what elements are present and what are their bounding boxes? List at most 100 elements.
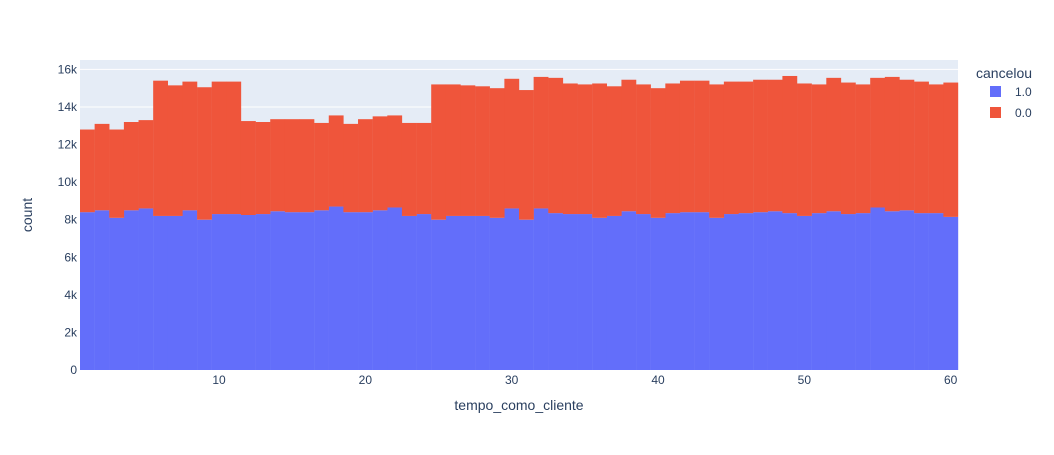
- bar-series-0.0-x-55: [870, 77, 886, 208]
- bar-series-0.0-x-16: [299, 119, 315, 213]
- bar-series-0.0-x-32: [533, 76, 549, 209]
- bar-series-0.0-x-39: [636, 84, 651, 215]
- bar-series-1.0-x-19: [343, 212, 359, 370]
- x-axis-ticks: 10 20 30 40 50 60: [212, 373, 957, 387]
- bar-series-0.0-x-60: [943, 82, 959, 217]
- bar-series-1.0-x-39: [636, 214, 651, 370]
- bar-series-1.0-x-24: [416, 214, 432, 370]
- bar-series-1.0-x-56: [884, 211, 900, 370]
- bar-series-1.0-x-46: [738, 213, 754, 370]
- bar-series-1.0-x-21: [372, 210, 388, 370]
- bar-series-1.0-x-37: [606, 215, 622, 370]
- x-tick-label: 30: [505, 373, 519, 387]
- bar-series-0.0-x-44: [709, 84, 725, 218]
- bar-series-0.0-x-23: [401, 122, 417, 216]
- legend-label-1.0[interactable]: 1.0: [1015, 85, 1032, 99]
- bar-series-0.0-x-36: [592, 83, 607, 218]
- bar-series-0.0-x-30: [504, 78, 520, 209]
- bar-series-1.0-x-7: [167, 215, 183, 370]
- bar-series-1.0-x-47: [753, 212, 768, 370]
- bar-series-0.0-x-37: [606, 86, 622, 216]
- bar-series-1.0-x-15: [284, 212, 300, 370]
- bar-series-1.0-x-2: [94, 210, 110, 370]
- bar-series-0.0-x-4: [123, 122, 139, 211]
- y-tick-label: 8k: [64, 213, 78, 227]
- bar-series-0.0-x-22: [387, 115, 403, 208]
- bar-series-0.0-x-58: [914, 81, 929, 214]
- legend-label-0.0[interactable]: 0.0: [1015, 106, 1032, 120]
- bar-series-1.0-x-29: [489, 217, 505, 370]
- bar-series-0.0-x-6: [153, 80, 168, 216]
- bar-series-0.0-x-9: [197, 87, 212, 220]
- bar-series-1.0-x-52: [826, 211, 842, 370]
- bar-series-1.0-x-32: [533, 208, 549, 370]
- bar-series-0.0-x-14: [270, 119, 286, 212]
- bar-series-0.0-x-8: [182, 81, 198, 211]
- bar-series-1.0-x-57: [899, 210, 915, 370]
- bar-series-0.0-x-51: [811, 84, 827, 214]
- bar-series-1.0-x-35: [577, 214, 593, 370]
- legend-swatch-0.0[interactable]: [990, 107, 1001, 118]
- bar-series-0.0-x-7: [167, 85, 183, 216]
- bar-series-0.0-x-21: [372, 116, 388, 211]
- bar-series-1.0-x-4: [123, 210, 139, 370]
- bar-series-0.0-x-27: [460, 85, 476, 216]
- bar-series-0.0-x-31: [519, 90, 534, 220]
- bar-series-1.0-x-12: [240, 215, 256, 370]
- bar-series-0.0-x-48: [767, 79, 783, 212]
- bar-series-1.0-x-6: [153, 215, 168, 370]
- bar-series-1.0-x-5: [138, 208, 154, 370]
- bar-series-0.0-x-33: [548, 77, 564, 214]
- bar-series-0.0-x-41: [665, 83, 681, 214]
- bar-series-0.0-x-50: [797, 83, 812, 216]
- x-tick-label: 60: [944, 373, 958, 387]
- bar-series-0.0-x-3: [109, 129, 125, 218]
- bar-series-1.0-x-48: [767, 211, 783, 370]
- bar-series-0.0-x-40: [650, 88, 666, 218]
- bar-series-1.0-x-20: [358, 212, 373, 370]
- bar-series-0.0-x-2: [94, 123, 110, 211]
- x-tick-label: 50: [798, 373, 812, 387]
- legend: cancelou 1.0 0.0: [976, 65, 1032, 120]
- bar-series-1.0-x-9: [197, 219, 212, 370]
- bar-series-1.0-x-18: [328, 206, 344, 370]
- bar-series-1.0-x-26: [445, 215, 461, 370]
- bar-series-0.0-x-38: [621, 79, 637, 212]
- bar-series-1.0-x-16: [299, 212, 315, 370]
- bar-series-1.0-x-17: [314, 210, 329, 370]
- bar-series-1.0-x-41: [665, 213, 681, 370]
- bar-series-1.0-x-59: [928, 213, 944, 370]
- bar-series-1.0-x-55: [870, 207, 886, 370]
- bar-series-0.0-x-11: [226, 81, 242, 215]
- y-tick-label: 0: [70, 363, 77, 377]
- bar-series-1.0-x-13: [255, 214, 271, 370]
- bar-series-1.0-x-14: [270, 211, 286, 370]
- bar-series-0.0-x-25: [431, 84, 447, 220]
- bar-series-1.0-x-40: [650, 217, 666, 370]
- bar-series-0.0-x-57: [899, 79, 915, 211]
- bar-series-0.0-x-35: [577, 84, 593, 215]
- bar-series-0.0-x-26: [445, 84, 461, 216]
- y-tick-label: 16k: [58, 62, 78, 76]
- bar-series-1.0-x-50: [797, 215, 812, 370]
- bar-series-0.0-x-52: [826, 77, 842, 212]
- bar-series-1.0-x-34: [562, 214, 578, 370]
- bar-series-1.0-x-30: [504, 208, 520, 370]
- bar-series-1.0-x-38: [621, 211, 637, 370]
- bar-series-0.0-x-12: [240, 121, 256, 215]
- bar-series-1.0-x-58: [914, 213, 929, 370]
- x-tick-label: 40: [651, 373, 665, 387]
- legend-swatch-1.0[interactable]: [990, 86, 1001, 97]
- bar-series-1.0-x-10: [211, 214, 227, 370]
- y-tick-label: 4k: [64, 288, 78, 302]
- bar-series-1.0-x-43: [694, 212, 710, 370]
- bar-series-0.0-x-15: [284, 119, 300, 213]
- bar-series-0.0-x-53: [840, 82, 856, 215]
- bar-series-1.0-x-53: [840, 214, 856, 370]
- y-tick-label: 6k: [64, 250, 78, 264]
- bar-series-0.0-x-10: [211, 81, 227, 215]
- legend-title: cancelou: [976, 65, 1032, 81]
- bar-series-0.0-x-43: [694, 80, 710, 213]
- bar-series-1.0-x-33: [548, 213, 564, 370]
